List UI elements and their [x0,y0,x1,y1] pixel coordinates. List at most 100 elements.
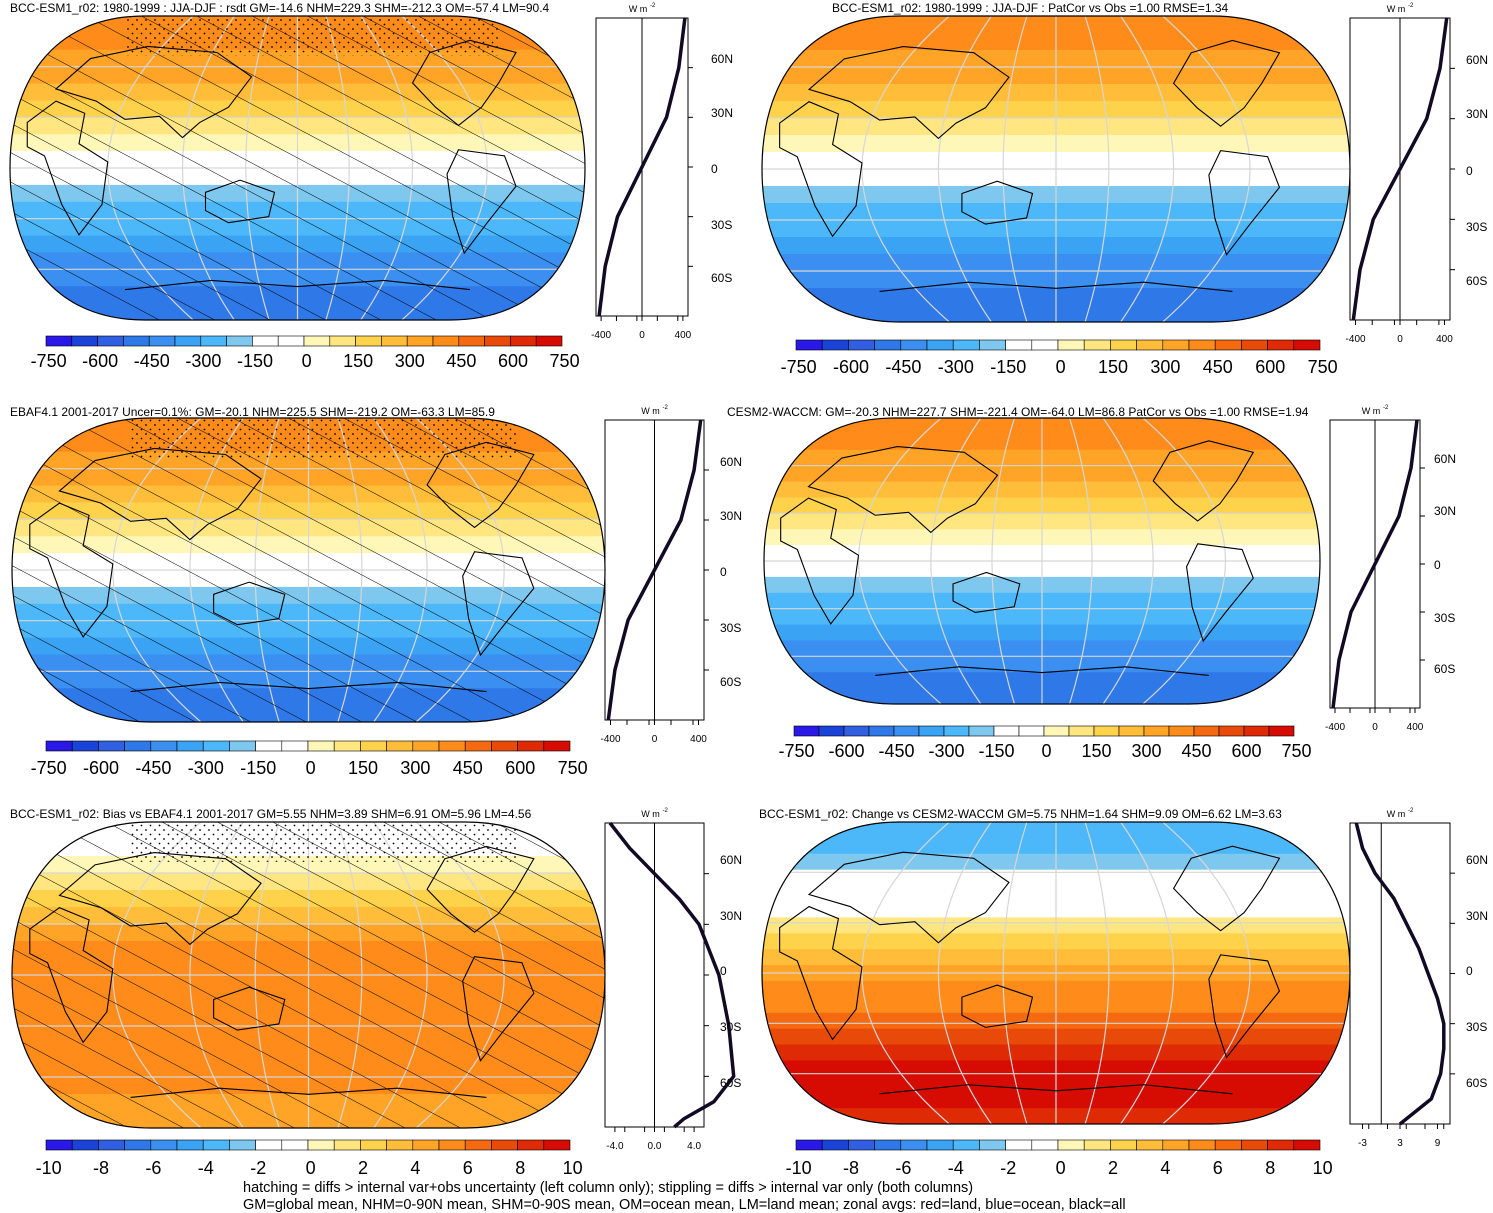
zonal-xtick-label: 4.0 [687,1141,701,1152]
zonal-mean-plot: -4.0 0.0 4.0 W m -2 60N 30N 0 30S 60S [604,808,742,1152]
colorbar-swatch [1005,339,1033,351]
graticule [762,822,1350,1124]
colorbar-swatch [148,335,176,347]
colorbar-label: -450 [878,741,914,761]
zonal-curve [606,419,703,721]
lat-label: 60S [1466,274,1487,288]
colorbar-swatch [150,740,178,752]
colorbar-label: 600 [498,351,528,371]
colorbar: -750 -600 -450 -300 -150 0 150 300 450 600 750 [778,725,1312,761]
lat-label: 0 [720,964,727,978]
graticule-lon [1084,822,1110,1124]
colorbar-swatch [1188,1139,1216,1151]
colorbar-swatch [1188,339,1216,351]
colorbar-swatch [333,1139,361,1151]
panel-title: CESM2-WACCM: GM=-20.3 NHM=227.7 SHM=-221… [727,405,1309,419]
map-outline [763,417,1321,705]
lat-label: 30S [1466,1020,1487,1034]
map-outline [11,417,606,723]
coastline [1172,845,1281,932]
zonal-xtick-label: -400 [1346,334,1366,345]
colorbar-swatch [307,1139,335,1151]
colorbar-swatch [893,725,920,737]
colorbar-swatch [45,335,73,347]
colorbar-swatch [386,740,414,752]
lat-label: 0 [720,565,727,579]
colorbar-label: 750 [1308,357,1338,377]
colorbar-swatch [150,1139,178,1151]
colorbar-swatch [333,740,361,752]
lat-label: 30S [1466,220,1487,234]
colorbar-swatch [1214,1139,1242,1151]
colorbar-label: -10 [36,1158,62,1178]
zonal-curve [1331,419,1419,709]
colorbar-label: -2 [250,1158,266,1178]
colorbar-swatch [821,1139,849,1151]
colorbar-swatch [943,725,970,737]
colorbar-label: 300 [395,351,425,371]
zonal-curve [597,17,687,317]
colorbar-label: 450 [1181,741,1211,761]
colorbar-swatch [993,725,1020,737]
colorbar-swatch [900,1139,928,1151]
zonal-xtick-label: -3 [1358,1138,1367,1149]
zonal-units-exponent: -2 [1408,3,1414,9]
hatching [10,16,585,320]
colorbar-swatch [281,740,309,752]
colorbar-swatch [1268,725,1295,737]
colorbar-swatch [277,335,305,347]
zonal-curve [608,821,736,1129]
panel-middle-left: EBAF4.1 2001-2017 Uncer=0.1%: GM=-20.1 N… [10,405,742,778]
coastlines [779,39,1281,292]
colorbar-label: -750 [31,758,67,778]
colorbar-label: 600 [505,758,535,778]
zonal-mean-plot: -3 3 9 W m -2 60N 30N 0 30S 60S [1349,808,1488,1149]
colorbar-label: 6 [1213,1158,1223,1178]
colorbar-label: -300 [185,351,221,371]
colorbar-swatch [918,725,945,737]
colorbar-label: 300 [1131,741,1161,761]
zonal-frame [1349,822,1451,1125]
colorbar: -750 -600 -450 -300 -150 0 150 300 450 600 750 [31,740,588,778]
zonal-mean-plot: -400 0 400 W m -2 60N 30N 0 30S 60S [591,3,733,341]
colorbar-label: 0 [1041,741,1051,761]
lat-label: 30N [720,509,742,523]
panel-bottom-left: BCC-ESM1_r02: Bias vs EBAF4.1 2001-2017 … [10,807,742,1178]
colorbar-swatch [412,1139,440,1151]
colorbar-swatch [1293,339,1321,351]
lat-label: 0 [1434,558,1441,572]
coastline [961,984,1034,1028]
lat-label: 60N [711,52,733,66]
colorbar-label: -150 [990,357,1026,377]
lat-label: 30S [720,621,741,635]
colorbar-swatch [1168,725,1195,737]
map-field [764,418,1320,704]
colorbar-swatch [123,335,150,347]
lat-label: 60S [1466,1076,1487,1090]
zonal-units-exponent: -2 [1408,808,1414,814]
colorbar-swatch [355,335,382,347]
colorbar-swatch [1031,339,1059,351]
map-outline [9,15,586,321]
zonal-units: W m [1387,4,1406,14]
coastline [952,571,1021,614]
colorbar-swatch [491,1139,518,1151]
colorbar-swatch [1068,725,1095,737]
colorbar-swatch [329,335,356,347]
colorbar-label: -450 [134,351,170,371]
graticule [764,418,1320,704]
colorbar-label: 2 [1108,1158,1118,1178]
colorbar-label: 300 [400,758,430,778]
zonal-curve [1354,822,1446,1126]
colorbar-swatch [1162,339,1190,351]
colorbar-swatch [874,1139,902,1151]
colorbar-swatch [71,740,99,752]
panel-title: BCC-ESM1_r02: 1980-1999 : JJA-DJF : PatC… [832,1,1228,15]
colorbar: -750 -600 -450 -300 -150 0 150 300 450 600 750 [31,335,580,371]
panel-title: BCC-ESM1_r02: Change vs CESM2-WACCM GM=5… [759,807,1282,821]
lat-label: 30S [1434,611,1455,625]
colorbar-swatch [968,725,995,737]
colorbar-swatch [979,339,1006,351]
colorbar-label: 600 [1231,741,1261,761]
